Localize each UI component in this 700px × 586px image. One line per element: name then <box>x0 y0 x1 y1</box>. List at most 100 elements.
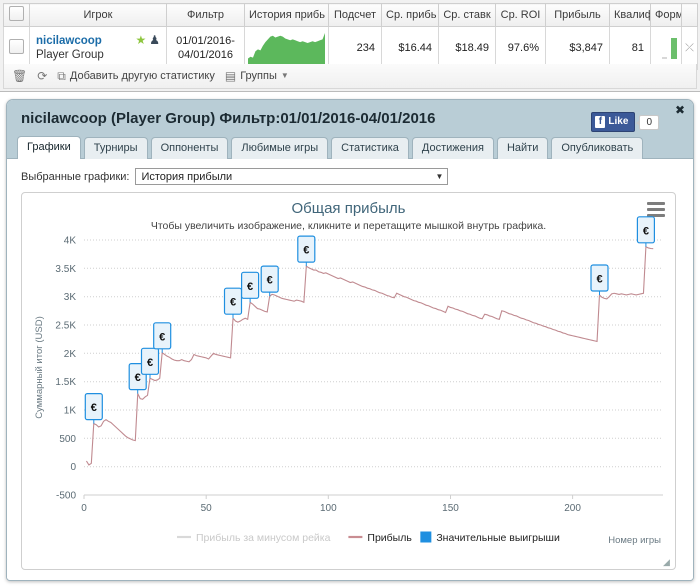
player-stats-table: Игрок Фильтр История прибь Подсчет Ср. п… <box>3 3 698 70</box>
header-filter[interactable]: Фильтр <box>166 3 245 27</box>
avg-roi-cell: 97.6% <box>495 26 546 70</box>
resize-handle-icon[interactable]: ◢ <box>663 557 670 567</box>
chart-container[interactable]: Общая прибыль Чтобы увеличить изображени… <box>21 192 676 570</box>
svg-text:€: € <box>147 357 153 369</box>
tab-graphs[interactable]: Графики <box>17 136 81 159</box>
svg-text:€: € <box>267 275 273 287</box>
select-all-checkbox[interactable] <box>9 6 24 21</box>
profit-chart-plot: -500 0 500 1K 1.5K 2K 2.5K 3K 3.5K 4K 0 50 100 150 200… <box>34 216 663 546</box>
chevron-down-icon: ▼ <box>280 71 289 80</box>
tab-search[interactable]: Найти <box>496 137 549 159</box>
chart-subtitle: Чтобы увеличить изображение, кликните и … <box>150 220 547 232</box>
tab-achievements[interactable]: Достижения <box>411 137 494 159</box>
header-avg-stake[interactable]: Ср. ставк <box>438 3 496 27</box>
facebook-like-button[interactable]: f Like <box>591 112 636 132</box>
form-cell <box>650 26 682 70</box>
header-form[interactable]: Форма <box>650 3 682 27</box>
qualified-cell: 81 <box>609 26 651 70</box>
svg-text:2K: 2K <box>64 349 77 360</box>
trash-icon: 🗑 <box>12 69 28 83</box>
player-badges: ★ ♟ <box>135 33 160 47</box>
svg-text:€: € <box>247 281 253 293</box>
groups-dropdown[interactable]: ▤ Группы ▼ <box>225 70 289 82</box>
svg-text:Прибыль: Прибыль <box>367 532 412 544</box>
player-detail-panel: nicilawcoop (Player Group) Фильтр:01/01/… <box>6 99 694 581</box>
svg-text:4K: 4K <box>64 236 77 247</box>
tab-statistics[interactable]: Статистика <box>331 137 409 159</box>
player-group-label: Player Group <box>36 49 104 61</box>
svg-text:€: € <box>643 225 649 237</box>
panel-tabs: Графики Турниры Оппоненты Любимые игры С… <box>17 136 644 159</box>
player-name-link[interactable]: nicilawcoop <box>36 35 102 47</box>
svg-text:500: 500 <box>59 434 76 445</box>
svg-text:0: 0 <box>70 462 76 473</box>
profit-history-cell <box>244 26 329 70</box>
svg-text:€: € <box>135 372 141 384</box>
form-bar-icon <box>662 37 677 59</box>
svg-text:100: 100 <box>320 503 337 514</box>
table-header-row: Игрок Фильтр История прибь Подсчет Ср. п… <box>3 3 698 27</box>
tab-opponents[interactable]: Оппоненты <box>150 137 229 159</box>
row-menu-cell[interactable]: ⤫ <box>681 26 698 70</box>
facebook-like-widget[interactable]: f Like 0 <box>591 112 659 132</box>
panel-body: Выбранные графики: История прибыли ▼ Общ… <box>7 159 693 580</box>
avg-profit-cell: $16.44 <box>381 26 439 70</box>
header-extra <box>681 3 698 27</box>
table-row[interactable]: nicilawcoop Player Group ★ ♟ 01/01/2016-0… <box>3 26 698 70</box>
header-select-all[interactable] <box>3 3 30 27</box>
svg-text:-500: -500 <box>56 491 76 502</box>
profit-history-sparkline <box>248 33 325 65</box>
svg-text:150: 150 <box>442 503 459 514</box>
chart-select-row: Выбранные графики: История прибыли ▼ <box>21 168 449 185</box>
profit-cell: $3,847 <box>545 26 610 70</box>
header-count[interactable]: Подсчет <box>328 3 382 27</box>
svg-text:3.5K: 3.5K <box>55 264 76 275</box>
svg-text:50: 50 <box>201 503 213 514</box>
chevron-down-icon: ▼ <box>435 172 444 181</box>
chart-select-value: История прибыли <box>141 170 233 183</box>
table-toolbar: 🗑 ⟳ ⧉ Добавить другую статистику ▤ Групп… <box>3 64 697 89</box>
header-qualified[interactable]: Квалиф <box>609 3 651 27</box>
groups-icon: ▤ <box>224 69 237 83</box>
hamburger-menu-icon[interactable] <box>647 202 665 217</box>
header-avg-profit[interactable]: Ср. прибь <box>381 3 439 27</box>
chart-title: Общая прибыль <box>291 200 406 217</box>
groups-label: Группы <box>240 70 277 82</box>
page-title: nicilawcoop (Player Group) Фильтр:01/01/… <box>21 110 436 127</box>
refresh-icon: ⟳ <box>37 69 48 83</box>
svg-text:€: € <box>159 331 165 343</box>
add-statistic-button[interactable]: ⧉ Добавить другую статистику <box>57 70 215 82</box>
row-checkbox[interactable] <box>9 39 24 54</box>
avg-stake-cell: $18.49 <box>438 26 496 70</box>
svg-text:€: € <box>91 402 97 414</box>
panel-header: nicilawcoop (Player Group) Фильтр:01/01/… <box>7 100 693 159</box>
svg-text:€: € <box>230 297 236 309</box>
facebook-icon: f <box>595 116 606 128</box>
tab-favorite-games[interactable]: Любимые игры <box>231 137 329 159</box>
add-panel-icon: ⧉ <box>57 69 66 83</box>
star-badge-icon: ★ <box>135 33 147 47</box>
tab-tournaments[interactable]: Турниры <box>83 137 148 159</box>
header-profit[interactable]: Прибыль <box>545 3 610 27</box>
header-player[interactable]: Игрок <box>29 3 167 27</box>
svg-text:€: € <box>596 274 602 286</box>
svg-text:1K: 1K <box>64 406 77 417</box>
chart-select-dropdown[interactable]: История прибыли ▼ <box>135 168 449 185</box>
delete-button[interactable]: 🗑 <box>12 70 27 82</box>
svg-text:Прибыль за минусом рейка: Прибыль за минусом рейка <box>196 532 331 544</box>
header-profit-history[interactable]: История прибь <box>244 3 329 27</box>
svg-text:0: 0 <box>81 503 87 514</box>
refresh-button[interactable]: ⟳ <box>37 70 47 82</box>
tab-publish[interactable]: Опубликовать <box>551 137 644 159</box>
facebook-like-label: Like <box>608 116 629 127</box>
add-statistic-label: Добавить другую статистику <box>69 70 215 82</box>
pawn-badge-icon: ♟ <box>149 33 160 47</box>
chart-select-label: Выбранные графики: <box>21 170 130 183</box>
svg-text:Значительные выигрыши: Значительные выигрыши <box>436 532 560 544</box>
svg-text:Суммарный итог (USD): Суммарный итог (USD) <box>34 316 45 418</box>
row-select-cell[interactable] <box>3 26 30 70</box>
close-icon[interactable]: ✖ <box>674 103 685 117</box>
player-cell: nicilawcoop Player Group ★ ♟ <box>29 26 167 70</box>
svg-text:200: 200 <box>564 503 581 514</box>
header-avg-roi[interactable]: Ср. ROI <box>495 3 546 27</box>
